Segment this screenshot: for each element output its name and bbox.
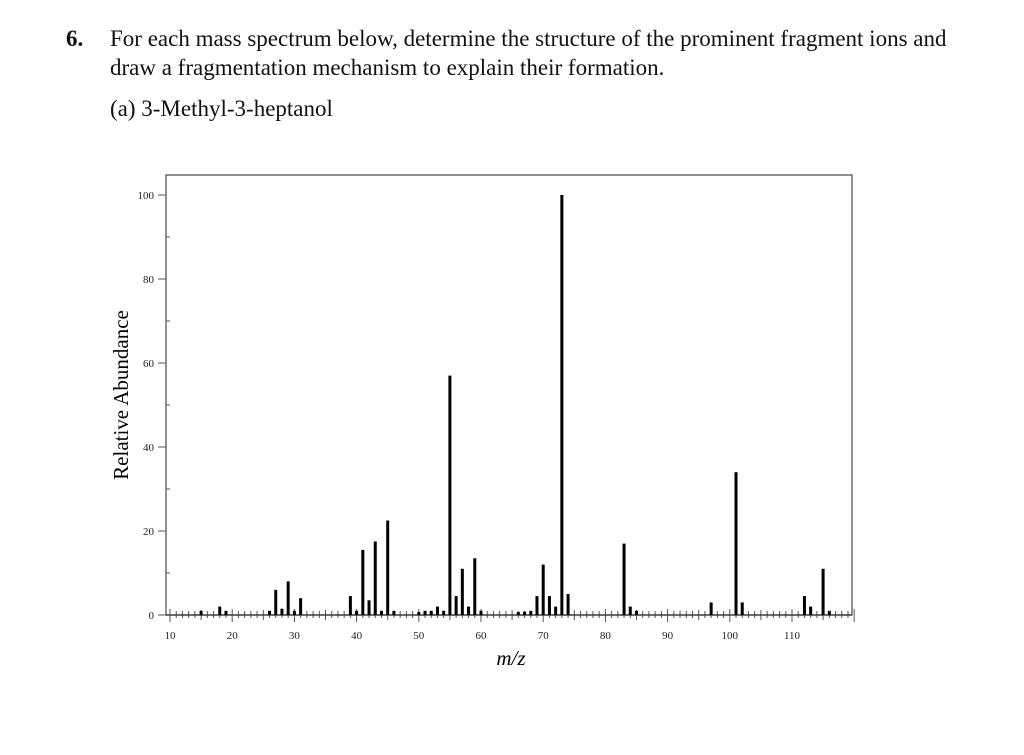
question-text: For each mass spectrum below, determine … <box>110 26 947 80</box>
peak-bar <box>280 608 284 615</box>
peak-bar <box>454 596 458 615</box>
y-tick-label: 80 <box>143 274 155 286</box>
peak-bar <box>734 472 738 615</box>
peak-bar <box>473 558 477 615</box>
peak-bar <box>379 610 383 615</box>
peak-bar <box>348 596 352 615</box>
y-tick-label: 20 <box>143 526 155 538</box>
peak-bar <box>423 610 427 615</box>
x-tick-label: 40 <box>351 630 363 642</box>
peak-bar <box>523 611 527 615</box>
x-tick-label: 110 <box>784 630 801 642</box>
y-tick-label: 40 <box>143 442 155 454</box>
y-tick-label: 60 <box>143 358 155 370</box>
peak-bar <box>435 606 439 615</box>
peak-bar <box>516 612 520 615</box>
peak-bar <box>554 606 558 615</box>
peak-bar <box>467 606 471 615</box>
question-part-label: (a) 3-Methyl-3-heptanol <box>110 96 333 121</box>
peak-bar <box>218 606 222 615</box>
peak-bar <box>622 543 626 615</box>
x-tick-label: 80 <box>600 630 612 642</box>
x-tick-label: 90 <box>662 630 674 642</box>
peak-bar <box>299 598 303 615</box>
x-tick-label: 100 <box>722 630 739 642</box>
peak-bar <box>566 594 570 615</box>
peak-bar <box>367 600 371 615</box>
peak-bar <box>286 581 290 615</box>
peak-bar <box>392 610 396 615</box>
peak-bar <box>274 589 278 615</box>
peak-bar <box>268 610 272 615</box>
peak-bar <box>448 375 452 615</box>
peak-bar <box>224 610 228 615</box>
peak-bar <box>628 606 632 615</box>
peak-bar <box>709 602 713 615</box>
x-axis-label: m/z <box>496 646 525 670</box>
x-tick-label: 70 <box>538 630 550 642</box>
peak-bar <box>355 610 359 615</box>
x-tick-label: 60 <box>476 630 488 642</box>
peak-bar <box>373 541 377 615</box>
peak-bar <box>535 596 539 615</box>
question-number: 6. <box>66 26 84 51</box>
peak-bar <box>560 195 564 615</box>
peak-bar <box>199 610 203 615</box>
x-tick-label: 10 <box>165 630 177 642</box>
peak-bar <box>547 596 551 615</box>
peak-bar <box>292 610 296 615</box>
peak-bar <box>429 610 433 615</box>
axis-ticks: 0 20 40 60 80 100 10 20 30 40 50 60 70 80 90 100 110 <box>138 190 855 642</box>
peak-bar <box>361 549 365 615</box>
plot-frame <box>165 174 853 616</box>
peak-bar <box>442 610 446 615</box>
peak-bar <box>460 568 464 615</box>
peak-bar <box>821 568 825 615</box>
peak-bar <box>541 564 545 615</box>
peak-bar <box>740 602 744 615</box>
peak-bar <box>529 610 533 615</box>
x-tick-label: 20 <box>227 630 239 642</box>
y-tick-label: 0 <box>149 610 155 622</box>
peak-bar <box>417 612 421 615</box>
spectrum-peaks <box>199 195 831 615</box>
y-tick-label: 100 <box>138 190 155 202</box>
x-tick-label: 30 <box>289 630 301 642</box>
peak-bar <box>809 606 813 615</box>
peak-bar <box>479 610 483 615</box>
peak-bar <box>802 596 806 615</box>
peak-bar <box>827 610 831 615</box>
peak-bar <box>386 520 390 615</box>
x-tick-label: 50 <box>413 630 425 642</box>
peak-bar <box>635 610 638 615</box>
y-axis-label: Relative Abundance <box>109 310 133 480</box>
